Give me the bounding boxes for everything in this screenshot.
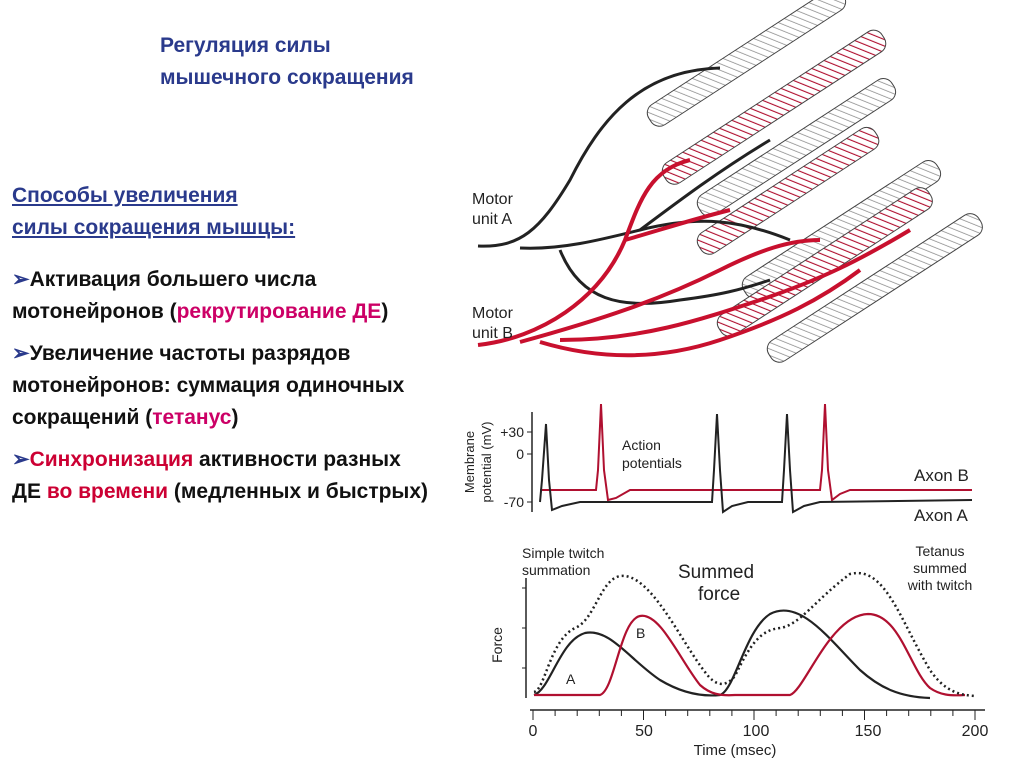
x-tick-label: 200 xyxy=(962,723,989,740)
bullet-arrow-icon: ➢ xyxy=(12,268,30,291)
twitch-a-curve xyxy=(533,609,931,700)
motor-unit-a-label-1: Motor xyxy=(472,191,514,208)
muscle-fiber xyxy=(766,213,983,363)
action-potentials-label-1: Action xyxy=(622,437,661,453)
bullet-tetanus: ➢Увеличение частоты разрядов мотонейроно… xyxy=(12,338,432,434)
force-y-label: Force xyxy=(489,627,505,663)
force-chart: Force 0 50 100 150 200 Time (msec) Simpl… xyxy=(489,543,988,759)
motor-unit-a-label-2: unit A xyxy=(472,211,512,228)
membrane-y-label-2: potential (mV) xyxy=(479,422,494,503)
simple-twitch-label-1: Simple twitch xyxy=(522,545,604,561)
twitch-b-curve xyxy=(534,612,966,697)
x-tick-label: 0 xyxy=(529,723,538,740)
motor-unit-labels: Motor unit A Motor unit B xyxy=(472,191,514,342)
subtitle-line-2: силы сокращения мышцы: xyxy=(12,216,296,239)
bullet-text: Активация большего числа мотонейронов ( xyxy=(12,268,317,323)
bullet-text-end: ) xyxy=(231,406,239,429)
summed-force-label-1: Summed xyxy=(678,562,754,583)
bullet-highlight: рекрутирование ДЕ xyxy=(176,300,382,323)
membrane-y-label-1: Membrane xyxy=(462,431,477,493)
tetanus-label-2: summed xyxy=(913,560,967,576)
force-x-ticks xyxy=(532,710,976,720)
tetanus-label-1: Tetanus xyxy=(915,543,964,559)
bullet-recruitment: ➢Активация большего числа мотонейронов (… xyxy=(12,264,432,328)
muscle-fibers xyxy=(646,0,983,363)
curve-a-label: A xyxy=(566,671,576,687)
motor-unit-b-label-1: Motor xyxy=(472,305,514,322)
bullet-text: активности разных ДЕ xyxy=(12,448,401,503)
motor-unit-b-axon xyxy=(477,158,912,358)
summed-force-label-2: force xyxy=(698,584,740,605)
bullet-text-end: (медленных и быстрых) xyxy=(168,480,429,503)
bullet-highlight: тетанус xyxy=(152,406,232,429)
simple-twitch-label-2: summation xyxy=(522,562,590,578)
muscle-fiber xyxy=(646,0,847,127)
axon-b-label: Axon B xyxy=(914,466,969,485)
axon-b-trace xyxy=(540,403,972,502)
muscle-fiber xyxy=(661,29,887,185)
title-line-2: мышечного сокращения xyxy=(160,66,414,89)
title-line-1: Регуляция силы xyxy=(160,34,331,57)
x-tick-label: 100 xyxy=(743,723,770,740)
bullet-highlight-1: Синхронизация xyxy=(29,448,194,471)
slide-title: Регуляция силы мышечного сокращения xyxy=(160,30,414,94)
subtitle-line-1: Способы увеличения xyxy=(12,184,238,207)
bullet-arrow-icon: ➢ xyxy=(12,448,30,471)
bullet-highlight-2: во времени xyxy=(46,480,169,503)
methods-heading: Способы увеличения силы сокращения мышцы… xyxy=(12,180,295,244)
axon-a-label: Axon A xyxy=(914,506,969,525)
x-tick-label: 50 xyxy=(635,723,653,740)
muscle-fiber xyxy=(696,126,880,255)
bullet-list: ➢Активация большего числа мотонейронов (… xyxy=(12,264,432,518)
membrane-tick-label: 0 xyxy=(516,446,524,462)
bullet-text: Увеличение частоты разрядов мотонейронов… xyxy=(12,342,405,429)
force-x-label: Time (msec) xyxy=(694,742,777,759)
action-potentials-label-2: potentials xyxy=(622,455,682,471)
tetanus-label-3: with twitch xyxy=(907,577,973,593)
membrane-potential-chart: +30 0 -70 Membrane potential (mV) Action… xyxy=(462,403,973,525)
bullet-text-end: ) xyxy=(381,300,389,323)
x-tick-label: 150 xyxy=(855,723,882,740)
motor-unit-b-label-2: unit B xyxy=(472,325,513,342)
curve-b-label: B xyxy=(636,625,645,641)
bullet-synchronization: ➢Синхронизация активности разных ДЕ во в… xyxy=(12,444,432,508)
muscle-fiber xyxy=(696,78,897,217)
membrane-tick-label: -70 xyxy=(504,494,524,510)
axon-a-trace xyxy=(539,413,973,514)
motor-unit-a-axon xyxy=(477,66,791,305)
bullet-arrow-icon: ➢ xyxy=(12,342,30,365)
membrane-tick-label: +30 xyxy=(500,424,524,440)
